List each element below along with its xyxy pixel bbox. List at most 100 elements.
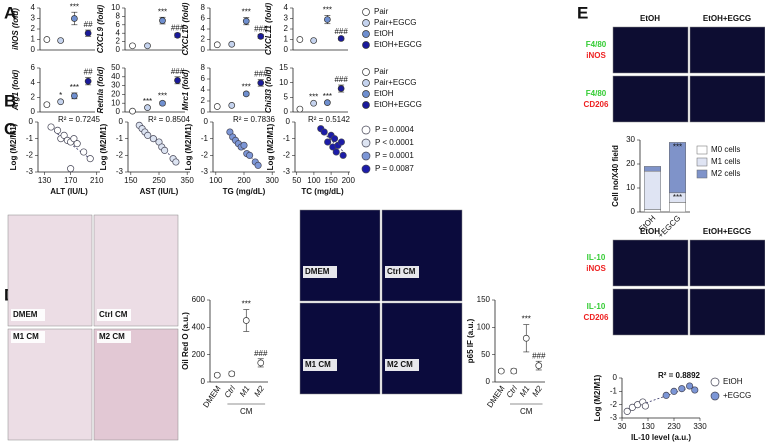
y-tick-label: 200 — [192, 350, 206, 359]
bar-segment — [644, 209, 661, 213]
y-axis-label: Mrc1 (fold) — [181, 69, 190, 110]
legend-marker — [362, 19, 370, 27]
y-axis-label: Arg1 (fold) — [11, 69, 20, 111]
y-tick-label: 8 — [201, 63, 206, 72]
data-point — [320, 128, 328, 136]
y-tick-label: -1 — [201, 134, 209, 143]
data-point — [174, 31, 181, 39]
data-point — [47, 123, 55, 131]
y-tick-label: 2 — [201, 35, 206, 44]
legend-label: P < 0.0001 — [375, 138, 414, 147]
y-axis-label: Log (M2/M1) — [9, 123, 18, 170]
y-tick-label: 15 — [279, 63, 288, 72]
x-tick-label: M2 — [252, 384, 266, 399]
panel-label: C — [4, 119, 16, 138]
data-point — [254, 161, 262, 169]
y-tick-label: -3 — [26, 167, 34, 176]
data-point — [240, 141, 248, 149]
image-label: M2 CM — [99, 332, 125, 341]
legend-marker — [362, 101, 370, 109]
y-tick-label: 400 — [192, 322, 206, 331]
x-axis-label: TC (mg/dL) — [301, 187, 344, 196]
y-axis-label: Cell no/X40 field — [611, 145, 620, 207]
legend-marker — [362, 90, 370, 98]
legend-marker — [361, 164, 371, 174]
y-tick-label: 50 — [111, 63, 120, 72]
data-point — [57, 98, 64, 106]
significance: *** — [323, 92, 332, 101]
y-tick-label: 8 — [201, 3, 206, 12]
y-tick-label: 20 — [626, 159, 635, 168]
bar-segment — [644, 166, 661, 172]
y-tick-label: 10 — [111, 98, 120, 107]
y-tick-label: 6 — [31, 63, 36, 72]
significance: *** — [70, 2, 79, 11]
image-label: Ctrl CM — [387, 267, 416, 276]
x-tick-label: 200 — [342, 176, 356, 185]
data-point — [43, 36, 51, 43]
data-point — [670, 387, 678, 395]
r-squared: R² = 0.7245 — [58, 115, 101, 124]
data-point — [57, 37, 64, 44]
y-axis-label: Log (M2/M1) — [266, 123, 275, 170]
stain-label: F4/80 — [586, 89, 607, 98]
significance: *** — [323, 5, 332, 14]
y-tick-label: -3 — [610, 413, 618, 422]
data-point — [228, 370, 236, 378]
y-tick-label: 2 — [31, 92, 36, 101]
x-axis-label: ALT (IU/L) — [50, 187, 88, 196]
x-tick-label: 300 — [266, 176, 280, 185]
legend-label: P = 0.0004 — [375, 125, 414, 134]
data-point — [228, 40, 236, 48]
legend-label: M1 cells — [711, 157, 740, 166]
x-tick-label: 50 — [292, 176, 301, 185]
significance: ### — [254, 24, 268, 33]
significance: *** — [242, 8, 251, 17]
image-label-bg — [11, 331, 45, 343]
data-point — [144, 104, 151, 111]
x-tick-label: DMEM — [201, 384, 223, 409]
y-tick-label: 6 — [201, 74, 206, 83]
y-tick-label: 4 — [201, 85, 206, 94]
x-tick-label: 350 — [181, 176, 195, 185]
data-point — [662, 391, 670, 399]
significance: * — [59, 91, 62, 100]
stain-label: CD206 — [584, 313, 609, 322]
r-squared: R² = 0.5142 — [308, 115, 351, 124]
significance: *** — [158, 7, 167, 16]
image-label-bg — [303, 266, 337, 278]
y-tick-label: 0 — [284, 45, 289, 54]
legend-label: M2 cells — [711, 169, 740, 178]
data-point — [60, 131, 68, 139]
image-label-bg — [97, 331, 131, 343]
legend-marker — [362, 8, 370, 16]
data-point — [84, 77, 92, 85]
y-tick-label: 4 — [284, 3, 289, 12]
data-point — [144, 42, 151, 50]
data-point — [535, 362, 543, 369]
legend-marker — [361, 138, 371, 148]
y-tick-label: 0 — [201, 107, 206, 116]
y-axis-label: p65 IF (a.u.) — [466, 318, 475, 363]
y-tick-label: 0 — [204, 117, 209, 126]
data-point — [324, 99, 331, 106]
y-tick-label: 2 — [284, 24, 289, 33]
image-header: EtOH+EGCG — [703, 14, 751, 23]
y-tick-label: 4 — [201, 24, 206, 33]
y-axis-label: Log (M2/M1) — [184, 123, 193, 170]
data-point — [71, 15, 78, 22]
y-axis-label: iNOS (fold) — [11, 8, 20, 50]
panel-label: E — [577, 3, 588, 22]
legend-label: Pair+EGCG — [374, 18, 416, 27]
y-tick-label: 0 — [116, 107, 121, 116]
data-point — [161, 146, 169, 154]
stain-label: IL-10 — [587, 253, 606, 262]
x-tick-label: 30 — [618, 422, 627, 431]
if-image — [299, 302, 381, 395]
legend-label: EtOH — [374, 89, 394, 98]
data-point — [339, 151, 347, 159]
data-point — [129, 42, 136, 50]
image-label-bg — [97, 309, 131, 321]
y-tick-label: 5 — [284, 92, 289, 101]
y-tick-label: 0 — [284, 107, 289, 116]
